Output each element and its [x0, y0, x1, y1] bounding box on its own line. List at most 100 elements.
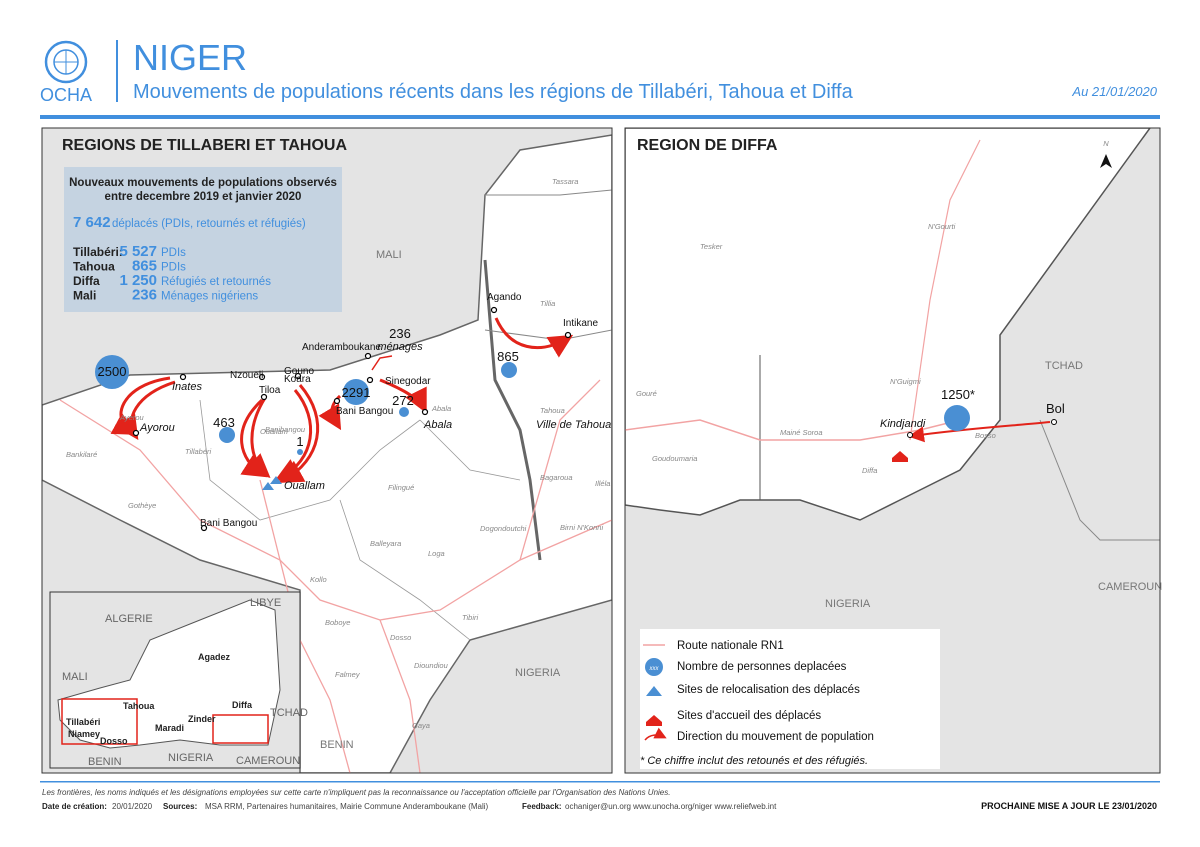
inset-label: BENIN [88, 756, 122, 768]
inset-label: Diffa [232, 700, 253, 710]
country-name: NIGERIA [515, 667, 561, 679]
department-name: Dioundiou [414, 661, 449, 670]
households-unit: ménages [377, 341, 423, 353]
department-name: Gothèye [128, 501, 156, 510]
department-name: Kollo [310, 575, 327, 584]
bubble-label: 463 [213, 415, 235, 430]
department-name: Birni N'Konni [560, 523, 603, 532]
inset-label: LIBYE [250, 597, 281, 609]
department-name: N'Gourti [928, 222, 956, 231]
legend-label: Route nationale RN1 [677, 640, 784, 652]
department-name: Filingué [388, 483, 414, 492]
department-name: Gaya [412, 721, 430, 730]
place-name: Tiloa [259, 385, 281, 396]
panel-title: REGIONS DE TILLABERI ET TAHOUA [62, 137, 347, 154]
place-name: Koara [284, 374, 311, 385]
legend-sample: xxx [649, 666, 660, 672]
department-name: Ouallam [260, 427, 288, 436]
place-name: Agando [487, 292, 522, 303]
place-name: Kindjandi [880, 418, 926, 430]
org-name: OCHA [40, 85, 92, 105]
department-name: Gouré [636, 389, 657, 398]
department-name: Falmey [335, 670, 361, 679]
place-name: Bani Bangou [200, 518, 257, 529]
summary-total: 7 642 [73, 214, 111, 231]
summary-value: 865 [132, 258, 157, 275]
inset-label: Tillabéri [66, 717, 100, 727]
department-name: Bagaroua [540, 473, 573, 482]
place-name: Sinegodar [385, 376, 431, 387]
inset-map [50, 592, 300, 768]
inset-label: Agadez [198, 652, 231, 662]
legend-note: * Ce chiffre inclut des retounés et des … [640, 755, 868, 767]
place-name: Nzoueli [230, 370, 263, 381]
place-name: Gouno [284, 366, 314, 377]
legend-label: Sites de relocalisation des déplacés [677, 684, 860, 696]
inset-label: Zinder [188, 714, 216, 724]
header-rule [40, 115, 1160, 119]
footer-label: Feedback: [522, 802, 562, 811]
place-name: Anderamboukane [302, 342, 381, 353]
inset-label: TCHAD [270, 707, 308, 719]
department-name: Balleyara [370, 539, 401, 548]
department-name: Tesker [700, 242, 723, 251]
inset-label: Dosso [100, 736, 128, 746]
left-frame [41, 127, 613, 774]
summary-value: 236 [132, 287, 157, 304]
department-name: Boboye [325, 618, 350, 627]
place-name: Bani Bangou [336, 406, 393, 417]
bubble-label: 2291 [342, 385, 371, 400]
place-name: Ouallam [284, 480, 325, 492]
legend-symbols [640, 629, 940, 769]
summary-text: Réfugiés et retournés [161, 276, 271, 288]
summary-text: Ménages nigériens [161, 291, 258, 303]
country-name: NIGERIA [825, 598, 871, 610]
country-name: BENIN [320, 739, 354, 751]
legend-label: Sites d'accueil des déplacés [677, 710, 821, 722]
summary-region: Tillabéri: [73, 245, 123, 259]
map-title: NIGER [133, 37, 247, 78]
footer-text: ochaniger@un.org www.unocha.org/niger ww… [565, 802, 777, 811]
bubble-label: 272 [392, 393, 414, 408]
department-name: Tassara [552, 177, 578, 186]
summary-value: 5 527 [119, 243, 157, 260]
place-name: Intikane [563, 318, 598, 329]
summary-region: Tahoua [73, 260, 115, 274]
summary-heading: entre decembre 2019 et janvier 2020 [105, 191, 302, 203]
summary-region: Diffa [73, 274, 100, 288]
department-name: Banibangou [265, 425, 306, 434]
panel-title: REGION DE DIFFA [637, 137, 778, 154]
summary-region: Mali [73, 289, 96, 303]
department-name: Tillia [540, 299, 555, 308]
place-name: Ayorou [139, 422, 175, 434]
inset-label: ALGERIE [105, 613, 153, 625]
footer-text: 20/01/2020 [112, 802, 153, 811]
department-name: Bankilaré [66, 450, 97, 459]
inset-label: Maradi [155, 723, 184, 733]
inset-label: NIGERIA [168, 752, 214, 764]
disclaimer: Les frontières, les noms indiqués et les… [42, 788, 670, 797]
department-name: Diffa [862, 466, 877, 475]
logo [44, 40, 88, 84]
footer-text: MSA RRM, Partenaires humanitaires, Mairi… [205, 802, 489, 811]
inset-label: Niamey [68, 729, 100, 739]
summary-heading: Nouveaux mouvements de populations obser… [69, 177, 337, 189]
department-name: N'Guigmi [890, 377, 921, 386]
department-name: Tibiri [462, 613, 479, 622]
summary-text: PDIs [161, 247, 186, 259]
department-name: Dogondoutchi [480, 524, 527, 533]
summary-value: 1 250 [119, 272, 157, 289]
inset-label: MALI [62, 671, 88, 683]
country-name: MALI [376, 249, 402, 261]
households-value: 236 [389, 326, 411, 341]
map-subtitle: Mouvements de populations récents dans l… [133, 81, 854, 103]
north-arrow-label: N [1103, 139, 1109, 148]
department-name: Tillabéri [185, 447, 212, 456]
footer-label: Sources: [163, 802, 197, 811]
place-name: Ville de Tahoua [536, 419, 611, 431]
department-name: Abala [431, 404, 451, 413]
country-name: CAMEROUN [1098, 581, 1162, 593]
summary-text: PDIs [161, 262, 186, 274]
inset-label: Tahoua [123, 701, 155, 711]
